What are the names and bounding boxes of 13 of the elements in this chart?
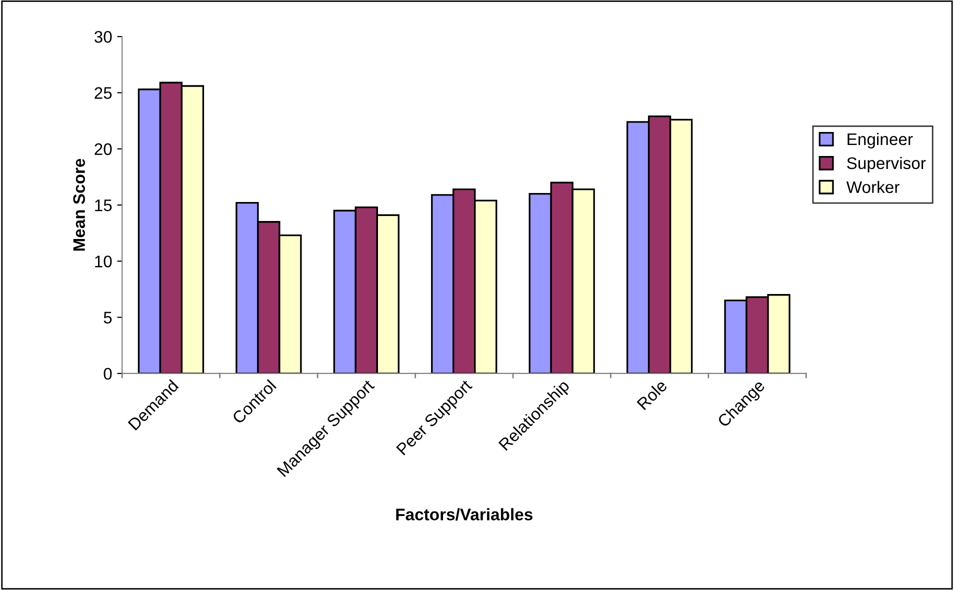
legend-label: Supervisor [847, 156, 926, 172]
y-tick-label: 20 [94, 143, 112, 156]
y-tick-label: 10 [95, 256, 112, 268]
x-axis-title: Factors/Variables [396, 508, 532, 521]
y-tick-label: 30 [94, 30, 112, 43]
y-tick-label: 5 [104, 312, 112, 324]
y-tick-label: 0 [104, 368, 112, 380]
y-tick-label: 15 [95, 200, 112, 212]
x-tick-label: Role [636, 378, 668, 410]
y-tick-label: 25 [94, 87, 112, 99]
y-axis-title: Mean Score [73, 158, 86, 251]
legend-label: Worker [846, 180, 900, 194]
legend-label: Engineer [848, 132, 913, 148]
